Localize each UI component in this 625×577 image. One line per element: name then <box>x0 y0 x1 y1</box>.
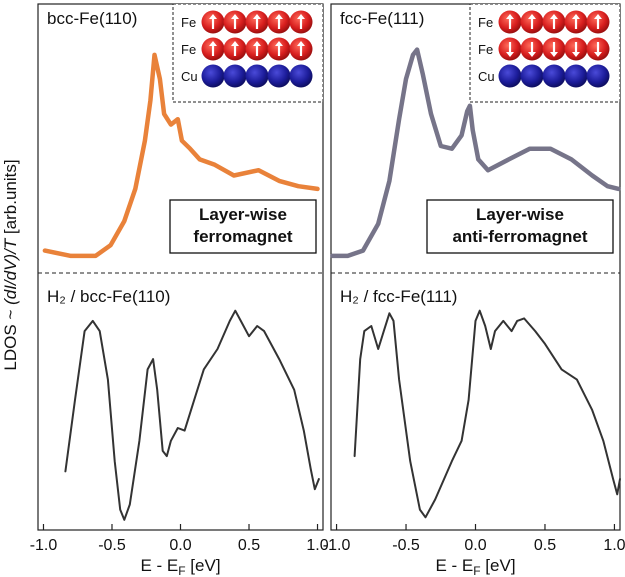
x-tick-label: 1.0 <box>603 537 625 554</box>
y-label-part: LDOS ~ <box>1 305 20 371</box>
spin-arrow-head <box>594 14 602 19</box>
spin-arrow-head <box>572 14 580 19</box>
atom <box>245 64 269 88</box>
x-tick-label: 1.0 <box>306 537 328 554</box>
x-axis-label: E - EF [eV] <box>435 556 515 577</box>
spin-arrow-head <box>231 14 239 19</box>
x-label-part: E - E <box>435 556 473 575</box>
curve <box>330 47 621 259</box>
x-tick-label: -1.0 <box>323 537 351 554</box>
spin-arrow-head <box>209 41 217 46</box>
x-label-part: [eV] <box>481 556 516 575</box>
annotation: anti-ferromagnet <box>452 227 587 246</box>
x-axis-label: E - EF [eV] <box>140 556 220 577</box>
atom <box>223 64 247 88</box>
spin-arrow-head <box>594 52 602 57</box>
y-label-part: [arb.units] <box>1 159 20 238</box>
x-tick-label: 0.0 <box>464 537 486 554</box>
atom <box>564 64 588 88</box>
panel-title: fcc-Fe(111) <box>340 9 424 28</box>
annotation-box <box>169 199 317 254</box>
curve <box>42 52 320 259</box>
x-label-part: [eV] <box>186 556 221 575</box>
atom <box>520 64 544 88</box>
spin-arrow-head <box>297 14 305 19</box>
spin-arrow-head <box>506 14 514 19</box>
spin-arrow-head <box>506 52 514 57</box>
atom <box>201 64 225 88</box>
atom <box>498 64 522 88</box>
inset-label: Fe <box>181 42 196 57</box>
inset-label: Fe <box>478 42 493 57</box>
spin-arrow-head <box>528 14 536 19</box>
y-label-part: (dI/dV)/T <box>1 237 20 305</box>
spin-arrow-head <box>253 41 261 46</box>
x-label-sub: F <box>473 564 480 577</box>
x-label-part: E - E <box>140 556 178 575</box>
inset-label: Fe <box>181 15 196 30</box>
spin-arrow-head <box>528 52 536 57</box>
curve <box>64 309 320 521</box>
x-tick-label: 0.5 <box>238 537 260 554</box>
spin-arrow-head <box>209 14 217 19</box>
panel-title: H₂ / bcc-Fe(110) <box>47 287 170 306</box>
inset-label: Cu <box>181 69 198 84</box>
annotation-box <box>426 199 614 254</box>
y-axis-label: LDOS ~ (dI/dV)/T [arb.units] <box>1 159 20 370</box>
curve <box>353 309 621 519</box>
spin-arrow-head <box>572 52 580 57</box>
x-label-sub: F <box>178 564 185 577</box>
annotation: Layer-wise <box>476 205 564 224</box>
spin-arrow-head <box>253 14 261 19</box>
atom <box>289 64 313 88</box>
atom <box>542 64 566 88</box>
spin-arrow-head <box>275 41 283 46</box>
spin-arrow-head <box>550 14 558 19</box>
atom <box>586 64 610 88</box>
x-tick-label: 0.5 <box>534 537 556 554</box>
x-tick-label: 0.0 <box>169 537 191 554</box>
x-tick-label: -0.5 <box>392 537 420 554</box>
spin-arrow-head <box>550 52 558 57</box>
spin-arrow-head <box>275 14 283 19</box>
atom <box>267 64 291 88</box>
panel-title: bcc-Fe(110) <box>47 9 137 28</box>
annotation: Layer-wise <box>199 205 287 224</box>
spin-arrow-head <box>297 41 305 46</box>
x-tick-label: -1.0 <box>30 537 58 554</box>
panel-title: H₂ / fcc-Fe(111) <box>340 287 457 306</box>
spin-arrow-head <box>231 41 239 46</box>
inset-label: Fe <box>478 15 493 30</box>
inset-label: Cu <box>478 69 495 84</box>
x-tick-label: -0.5 <box>98 537 126 554</box>
annotation: ferromagnet <box>193 227 293 246</box>
